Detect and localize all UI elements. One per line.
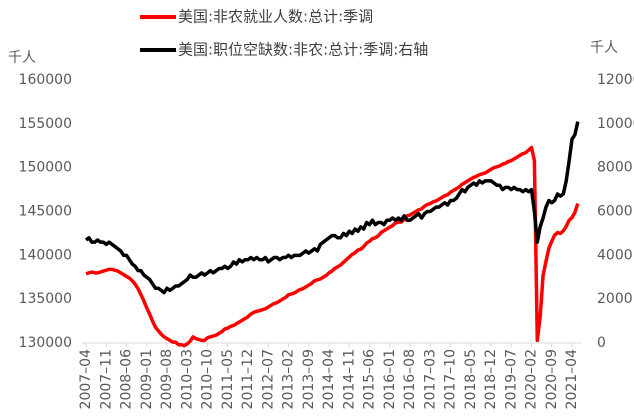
y2-tick-label: 0 bbox=[597, 335, 606, 351]
x-tick-label: 2009–01 bbox=[139, 349, 155, 409]
y2-tick-label: 8000 bbox=[597, 160, 633, 176]
x-tick-label: 2018–12 bbox=[483, 349, 499, 409]
x-tick-label: 2016–01 bbox=[382, 349, 398, 409]
x-tick-label: 2011–05 bbox=[220, 349, 236, 409]
x-tick-label: 2016–08 bbox=[402, 349, 418, 409]
y-tick-label: 160000 bbox=[19, 72, 72, 88]
x-tick-label: 2007–04 bbox=[78, 349, 94, 410]
x-tick-label: 2013–02 bbox=[281, 349, 297, 409]
x-tick-label: 2013–09 bbox=[301, 349, 317, 409]
x-tick-label: 2017–03 bbox=[422, 349, 438, 409]
x-tick-label: 2007–11 bbox=[98, 349, 114, 409]
y-tick-label: 145000 bbox=[19, 204, 72, 220]
line-series bbox=[85, 145, 580, 348]
x-tick-label: 2014–11 bbox=[341, 349, 357, 409]
x-tick-label: 2015–06 bbox=[362, 349, 378, 410]
y2-tick-label: 2000 bbox=[597, 291, 633, 307]
legend-label: 美国:职位空缺数:非农:总计:季调:右轴 bbox=[178, 41, 428, 59]
x-tick-label: 2021–04 bbox=[564, 349, 580, 410]
y-unit: 千人 bbox=[8, 50, 36, 66]
y-tick-label: 130000 bbox=[19, 335, 72, 351]
x-tick-label: 2020–02 bbox=[524, 349, 540, 409]
x-tick-label: 2008–06 bbox=[119, 349, 135, 410]
legend-label: 美国:非农就业人数:总计:季调 bbox=[178, 8, 373, 26]
y2-tick-label: 6000 bbox=[597, 204, 633, 220]
line-series bbox=[84, 121, 580, 295]
x-tick-label: 2019–07 bbox=[503, 349, 519, 409]
x-tick-label: 2009–08 bbox=[159, 349, 175, 409]
y-tick-label: 155000 bbox=[19, 116, 72, 132]
x-tick-label: 2011–12 bbox=[240, 349, 256, 409]
x-tick-label: 2012–07 bbox=[260, 349, 276, 409]
x-tick-label: 2018–05 bbox=[463, 349, 479, 409]
y-tick-label: 140000 bbox=[19, 247, 72, 263]
x-tick-label: 2020–09 bbox=[544, 349, 560, 409]
y2-unit: 千人 bbox=[590, 40, 618, 56]
x-tick-label: 2010–03 bbox=[179, 349, 195, 409]
x-tick-label: 2017–10 bbox=[443, 349, 459, 409]
y2-tick-label: 12000 bbox=[597, 72, 634, 88]
x-tick-label: 2014–04 bbox=[321, 349, 337, 410]
y-tick-label: 150000 bbox=[19, 160, 72, 176]
y2-tick-label: 4000 bbox=[597, 247, 633, 263]
x-tick-label: 2010–10 bbox=[200, 349, 216, 409]
y2-tick-label: 10000 bbox=[597, 116, 634, 132]
y-tick-label: 135000 bbox=[19, 291, 72, 307]
